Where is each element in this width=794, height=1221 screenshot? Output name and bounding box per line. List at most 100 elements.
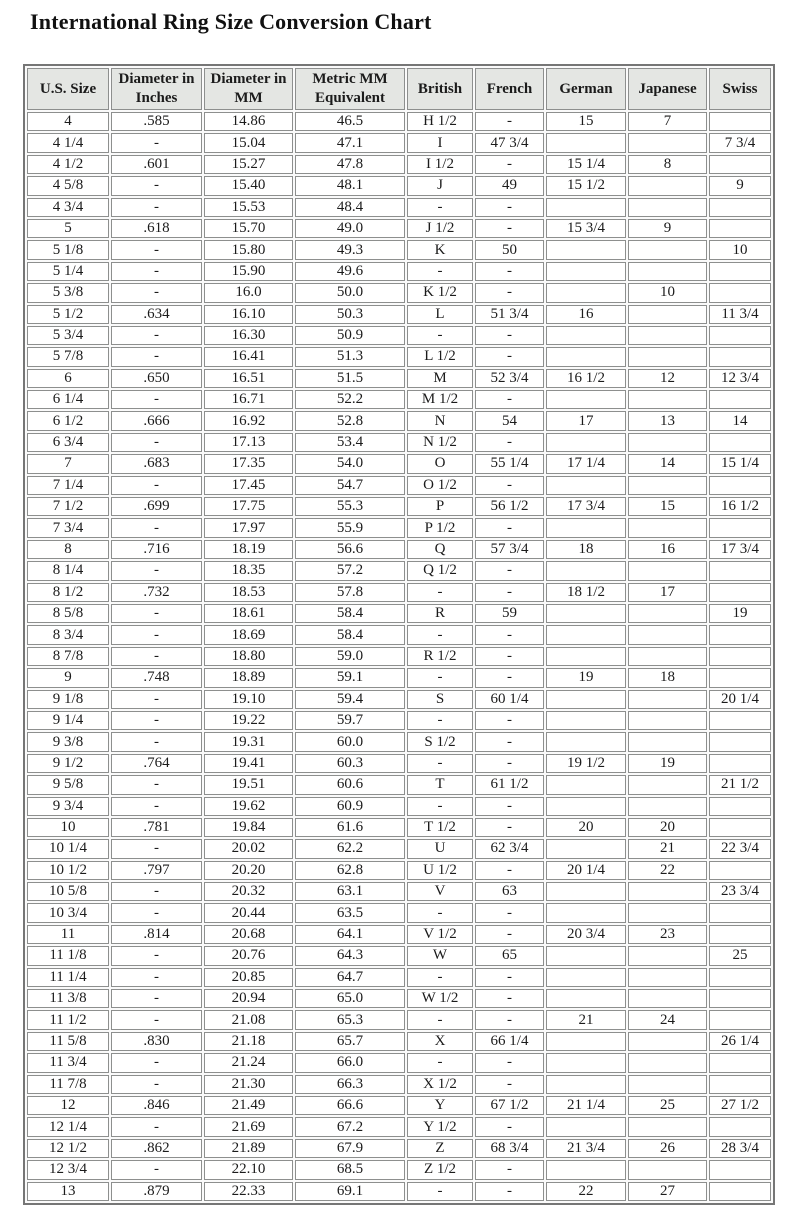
table-cell-u-s-size: 8 7/8 [27,646,109,667]
table-cell-japanese [628,967,707,988]
table-cell-french: - [475,732,544,752]
column-header-japanese: Japanese [628,68,707,110]
table-cell-german: 22 [546,1181,626,1201]
table-cell-german: 15 1/4 [546,154,626,175]
table-cell-metric-mm-equivalent: 55.9 [295,518,405,538]
table-cell-german [546,390,626,410]
table-row: 11 3/4-21.24 66.0- - [27,1053,771,1073]
table-cell-japanese [628,603,707,624]
table-cell-german [546,197,626,217]
column-header-u-s-size: U.S. Size [27,68,109,110]
table-cell-diameter-in-inches: - [111,390,202,410]
table-cell-british: - [407,625,473,645]
table-cell-british: Z 1/2 [407,1160,473,1180]
table-row: 7 3/4-17.97 55.9 P 1/2- [27,518,771,538]
table-cell-german [546,432,626,453]
table-cell-metric-mm-equivalent: 69.1 [295,1181,405,1201]
table-cell-metric-mm-equivalent: 64.3 [295,946,405,966]
table-cell-u-s-size: 7 1/4 [27,475,109,496]
table-cell-metric-mm-equivalent: 59.1 [295,668,405,688]
table-cell-swiss: 12 3/4 [709,368,771,389]
table-cell-diameter-in-inches: .879 [111,1181,202,1201]
table-cell-diameter-in-inches: .748 [111,668,202,688]
table-cell-u-s-size: 9 3/4 [27,796,109,816]
table-row: 11 1/2-21.08 65.3- -21 24 [27,1010,771,1030]
table-cell-swiss [709,283,771,303]
table-row: 12.846 21.49 66.6 Y 67 1/2 21 1/4 25 27 1/2 [27,1095,771,1116]
table-cell-metric-mm-equivalent: 62.8 [295,860,405,881]
column-header-british: British [407,68,473,110]
table-cell-metric-mm-equivalent: 51.3 [295,347,405,367]
column-header-french: French [475,68,544,110]
table-cell-diameter-in-inches: - [111,475,202,496]
table-cell-british: N 1/2 [407,432,473,453]
table-cell-diameter-in-inches: - [111,732,202,752]
table-cell-french: - [475,668,544,688]
table-cell-metric-mm-equivalent: 46.5 [295,112,405,132]
table-cell-japanese [628,946,707,966]
table-cell-french: - [475,646,544,667]
table-cell-french: 59 [475,603,544,624]
table-cell-diameter-in-mm: 15.04 [204,133,293,153]
table-cell-diameter-in-mm: 15.40 [204,176,293,196]
table-cell-british: T [407,775,473,795]
table-cell-british: R [407,603,473,624]
table-cell-diameter-in-inches: - [111,1053,202,1073]
table-cell-diameter-in-inches: - [111,1010,202,1030]
table-cell-diameter-in-inches: .732 [111,582,202,602]
table-cell-french: 47 3/4 [475,133,544,153]
table-cell-metric-mm-equivalent: 64.1 [295,924,405,945]
table-cell-swiss: 11 3/4 [709,304,771,324]
table-cell-german: 16 [546,304,626,324]
table-cell-u-s-size: 6 3/4 [27,432,109,453]
table-cell-metric-mm-equivalent: 48.4 [295,197,405,217]
table-cell-british: - [407,261,473,282]
table-cell-diameter-in-inches: .601 [111,154,202,175]
table-cell-diameter-in-mm: 19.10 [204,689,293,709]
table-cell-u-s-size: 5 [27,218,109,239]
table-cell-metric-mm-equivalent: 56.6 [295,539,405,560]
table-cell-diameter-in-inches: .814 [111,924,202,945]
table-cell-diameter-in-mm: 15.70 [204,218,293,239]
table-row: 4 5/8-15.40 48.1 J 49 15 1/2 9 [27,176,771,196]
table-cell-british: M 1/2 [407,390,473,410]
table-cell-japanese [628,903,707,923]
table-cell-swiss [709,1181,771,1201]
table-cell-metric-mm-equivalent: 65.3 [295,1010,405,1030]
table-cell-german [546,710,626,731]
table-cell-diameter-in-mm: 18.61 [204,603,293,624]
table-cell-french: - [475,625,544,645]
table-cell-diameter-in-inches: - [111,197,202,217]
table-cell-japanese: 23 [628,924,707,945]
table-cell-u-s-size: 6 [27,368,109,389]
table-cell-french: - [475,390,544,410]
table-cell-japanese [628,304,707,324]
table-cell-swiss [709,1074,771,1094]
table-cell-diameter-in-mm: 20.76 [204,946,293,966]
table-cell-swiss: 20 1/4 [709,689,771,709]
table-cell-swiss [709,1053,771,1073]
table-cell-swiss [709,1117,771,1137]
table-row: 9 5/8-19.51 60.6 T 61 1/2 21 1/2 [27,775,771,795]
table-cell-diameter-in-inches: - [111,283,202,303]
table-cell-british: Y [407,1095,473,1116]
table-row: 10 3/4-20.44 63.5- - [27,903,771,923]
table-cell-japanese [628,689,707,709]
table-cell-british: I 1/2 [407,154,473,175]
table-cell-british: K 1/2 [407,283,473,303]
table-cell-british: - [407,1010,473,1030]
table-cell-diameter-in-inches: .650 [111,368,202,389]
table-cell-diameter-in-mm: 14.86 [204,112,293,132]
table-cell-diameter-in-mm: 20.85 [204,967,293,988]
table-cell-french: - [475,261,544,282]
table-cell-metric-mm-equivalent: 67.2 [295,1117,405,1137]
table-cell-swiss [709,197,771,217]
table-cell-metric-mm-equivalent: 50.0 [295,283,405,303]
table-cell-diameter-in-mm: 16.30 [204,325,293,346]
table-cell-swiss [709,218,771,239]
table-cell-british: X [407,1031,473,1052]
table-row: 11.814 20.68 64.1 V 1/2-20 3/4 23 [27,924,771,945]
table-cell-japanese: 25 [628,1095,707,1116]
table-cell-u-s-size: 10 3/4 [27,903,109,923]
table-cell-u-s-size: 4 1/2 [27,154,109,175]
